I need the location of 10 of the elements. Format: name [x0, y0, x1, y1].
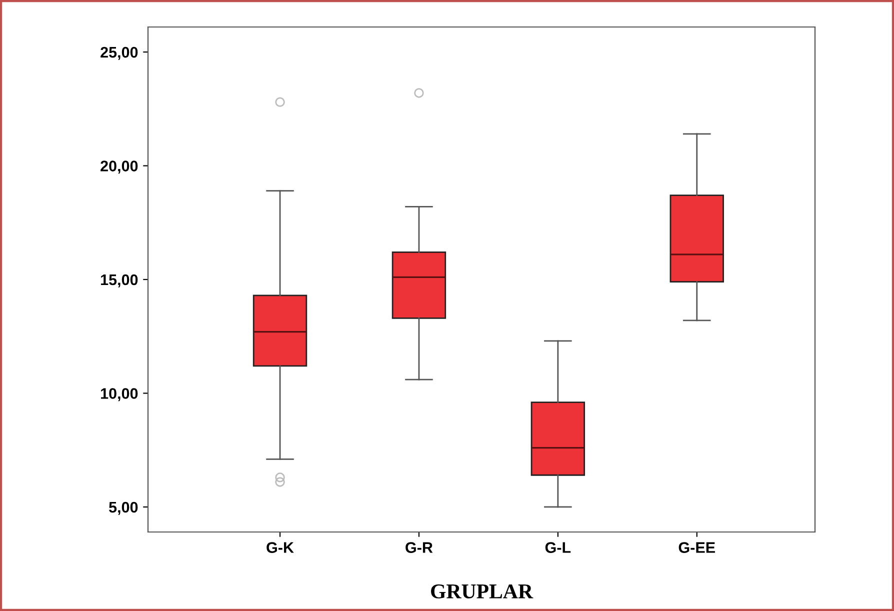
x-tick-label: G-R [406, 542, 433, 553]
y-tick-label: 10,00 [101, 388, 138, 402]
x-tick-label: G-K [266, 542, 294, 553]
y-tick-label: 25,00 [100, 46, 138, 60]
x-axis-title: GRUPLAR [431, 584, 534, 598]
x-tick-label: G-L [545, 542, 571, 553]
y-tick-label: 15,00 [101, 274, 138, 288]
x-tick-label: G-EE [678, 542, 715, 553]
y-tick-label: 20,00 [100, 160, 138, 174]
y-tick-label: 5,00 [109, 502, 138, 515]
